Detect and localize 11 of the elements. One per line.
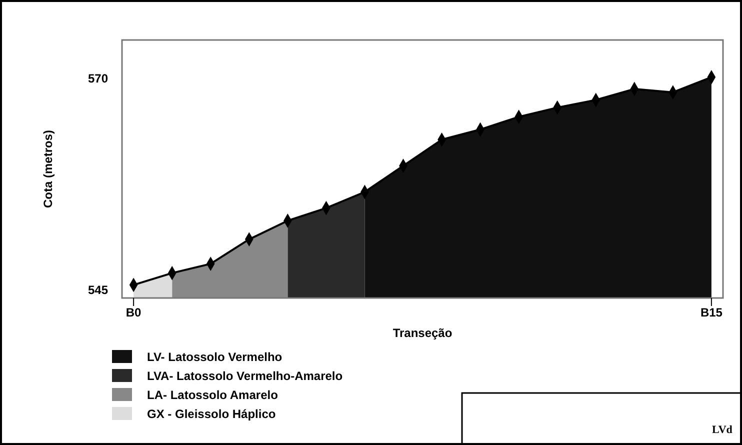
x-tick-label: B15 <box>700 306 723 320</box>
text: LVd <box>712 424 732 436</box>
x-tick-label: B0 <box>126 306 142 320</box>
y-axis-title: Cota (metros) <box>41 130 55 208</box>
legend-label: LA- Latossolo Amarelo <box>147 388 278 402</box>
x-axis-title: Transeção <box>392 326 452 340</box>
legend-label: LVA- Latossolo Vermelho-Amarelo <box>147 369 343 383</box>
y-tick-label: 570 <box>88 72 108 86</box>
legend-label: GX - Gleissolo Háplico <box>147 407 276 421</box>
legend-label: LV- Latossolo Vermelho <box>147 350 282 364</box>
y-tick-label: 545 <box>88 282 108 297</box>
